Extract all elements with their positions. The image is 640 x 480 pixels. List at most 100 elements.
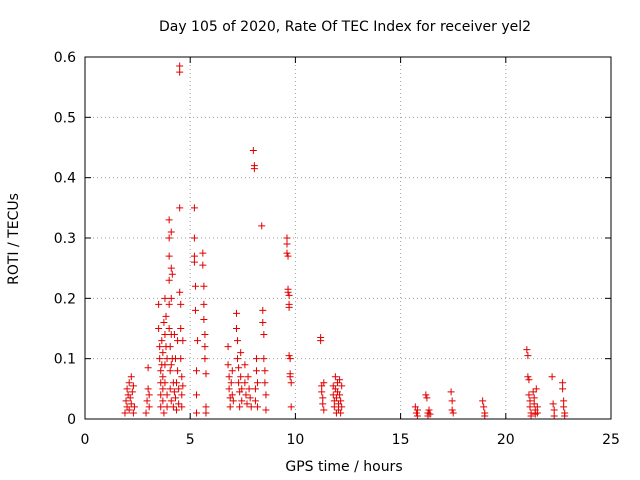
data-point xyxy=(523,346,531,354)
data-point xyxy=(426,410,434,418)
data-point xyxy=(412,409,420,417)
data-point xyxy=(236,403,244,411)
data-point xyxy=(235,379,243,387)
data-point xyxy=(190,258,198,266)
data-point xyxy=(174,367,182,375)
data-point xyxy=(191,306,199,314)
data-point xyxy=(165,234,173,242)
data-point xyxy=(559,385,567,393)
data-point xyxy=(287,379,295,387)
data-point xyxy=(262,391,270,399)
data-point xyxy=(170,331,178,339)
data-point xyxy=(225,373,233,381)
data-point xyxy=(252,367,260,375)
data-point xyxy=(234,355,242,363)
data-point xyxy=(237,373,245,381)
data-point xyxy=(234,337,242,345)
data-point xyxy=(259,318,267,326)
gridlines xyxy=(85,57,611,419)
data-point xyxy=(480,403,488,411)
data-point xyxy=(423,394,431,402)
data-point xyxy=(318,388,326,396)
data-point xyxy=(161,361,169,369)
data-point xyxy=(160,409,168,417)
data-point xyxy=(179,382,187,390)
data-point xyxy=(127,400,135,408)
data-point xyxy=(525,376,533,384)
data-point xyxy=(533,409,541,417)
data-point xyxy=(199,249,207,257)
data-point xyxy=(425,406,433,414)
data-point xyxy=(171,394,179,402)
data-point xyxy=(200,300,208,308)
data-point xyxy=(243,400,251,408)
data-point xyxy=(175,385,183,393)
data-point xyxy=(166,343,174,351)
data-point xyxy=(193,409,201,417)
plot-frame xyxy=(84,56,612,420)
data-point xyxy=(319,400,327,408)
data-point xyxy=(260,355,268,363)
data-point xyxy=(532,385,540,393)
data-point xyxy=(320,406,328,414)
data-point xyxy=(319,394,327,402)
data-point xyxy=(320,379,328,387)
x-axis-label: GPS time / hours xyxy=(285,459,402,475)
data-point xyxy=(167,361,175,369)
data-point xyxy=(244,373,252,381)
data-point xyxy=(232,325,240,332)
data-point xyxy=(422,391,430,399)
x-tick-label: 25 xyxy=(602,432,620,448)
data-point xyxy=(200,315,208,323)
data-point xyxy=(121,409,129,417)
data-point xyxy=(191,282,199,290)
data-point xyxy=(175,400,183,408)
data-point xyxy=(331,373,339,381)
data-point xyxy=(167,294,175,302)
data-point xyxy=(332,394,340,402)
data-point xyxy=(284,288,292,296)
data-point xyxy=(194,337,202,345)
data-point xyxy=(235,364,243,372)
data-point xyxy=(229,397,237,405)
data-point xyxy=(337,397,345,405)
data-point xyxy=(225,385,233,393)
data-point xyxy=(481,412,489,420)
data-points xyxy=(121,62,569,420)
data-point xyxy=(249,147,257,155)
data-point xyxy=(251,385,259,393)
data-point xyxy=(245,385,253,393)
data-point xyxy=(166,385,174,393)
data-point xyxy=(261,379,269,387)
data-point xyxy=(177,325,185,332)
data-point xyxy=(158,337,166,345)
data-point xyxy=(533,403,541,411)
data-point xyxy=(200,282,208,290)
data-point xyxy=(524,373,532,381)
data-point xyxy=(530,400,538,408)
data-point xyxy=(166,367,174,375)
data-point xyxy=(526,403,534,411)
data-point xyxy=(167,228,175,236)
data-point xyxy=(160,318,168,326)
data-point xyxy=(202,409,210,417)
data-point xyxy=(167,264,175,272)
data-point xyxy=(201,343,209,351)
data-point xyxy=(130,403,138,411)
data-point xyxy=(159,397,167,405)
data-point xyxy=(145,403,153,411)
data-point xyxy=(157,391,165,399)
y-tick-label: 0.4 xyxy=(54,171,76,187)
data-point xyxy=(285,291,293,299)
data-point xyxy=(259,306,267,314)
data-point xyxy=(238,385,246,393)
data-point xyxy=(142,409,150,417)
data-point xyxy=(251,397,259,405)
data-point xyxy=(163,403,171,411)
chart-title: Day 105 of 2020, Rate Of TEC Index for r… xyxy=(159,19,531,35)
data-point xyxy=(525,391,533,399)
data-point xyxy=(126,394,134,402)
data-point xyxy=(548,373,556,381)
data-point xyxy=(170,388,178,396)
